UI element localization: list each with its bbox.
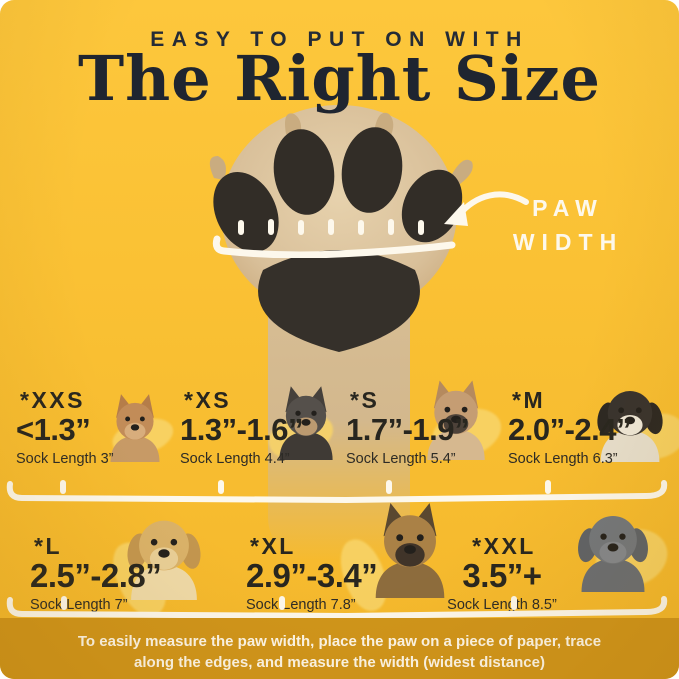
dog-photo-australian-shepherd: [584, 378, 676, 462]
sock-length: Sock Length 4.4”: [180, 451, 290, 467]
arrow-icon: [444, 191, 529, 226]
size-entry-l: *L 2.5”-2.8” Sock Length 7”: [30, 533, 162, 613]
size-range: 1.7”-1.9”: [346, 412, 470, 447]
size-label: *L: [34, 533, 62, 559]
dog-icon: [578, 515, 648, 592]
dog-photo-golden-retriever: [116, 506, 212, 600]
size-label: *XS: [184, 387, 232, 413]
size-entry-xl: *XL 2.9”-3.4” Sock Length 7.8”: [246, 533, 378, 613]
sock-length: Sock Length 7.8”: [246, 597, 356, 613]
dog-photo-great-dane: [566, 502, 660, 592]
divider-ruler-1: [6, 480, 668, 503]
paw-width-ruler: [212, 219, 456, 258]
dog-photo-chihuahua: [96, 392, 174, 462]
size-label: *XXS: [20, 387, 85, 413]
dog-icon: [597, 391, 663, 462]
page-title: The Right Size: [78, 42, 601, 115]
size-label: *XXL: [472, 533, 536, 559]
dog-photo-german-shepherd: [360, 500, 460, 598]
size-label: *M: [512, 387, 546, 413]
size-entry-xs: *XS 1.3”-1.6” Sock Length 4.4”: [180, 387, 304, 467]
sock-length: Sock Length 6.3”: [508, 451, 618, 467]
dog-icon: [279, 386, 333, 460]
size-entry-s: *S 1.7”-1.9” Sock Length 5.4”: [346, 387, 470, 467]
size-range: 2.5”-2.8”: [30, 557, 162, 594]
dog-photo-french-bulldog: [412, 378, 500, 460]
dog-photo-yorkshire-terrier: [264, 384, 348, 460]
header-kicker: EASY TO PUT ON WITH: [150, 28, 529, 51]
paw-width-label: PAW WIDTH: [496, 191, 640, 259]
size-entry-xxl: *XXL 3.5”+ Sock Length 8.5”: [432, 534, 572, 613]
size-range: <1.3”: [16, 412, 91, 447]
dog-icon: [427, 380, 485, 460]
paw-width-label-line1: PAW: [532, 195, 604, 221]
footer-instruction-line1: To easily measure the paw width, place t…: [77, 633, 602, 650]
size-range: 2.9”-3.4”: [246, 557, 378, 594]
dog-icon: [127, 520, 201, 600]
sock-length: Sock Length 3”: [16, 451, 114, 467]
footer-instruction-line2: along the edges, and measure the width (…: [134, 654, 545, 671]
size-range: 2.0”-2.4”: [508, 412, 632, 447]
paw-toe-pads: [213, 127, 463, 252]
sock-length: Sock Length 8.5”: [447, 597, 557, 613]
paw-width-label-line2: WIDTH: [512, 229, 624, 255]
dog-icon: [110, 394, 160, 462]
size-label: *XL: [250, 533, 296, 559]
sock-length: Sock Length 5.4”: [346, 451, 456, 467]
size-entry-m: *M 2.0”-2.4” Sock Length 6.3”: [508, 387, 632, 467]
footer-band: To easily measure the paw width, place t…: [0, 618, 679, 679]
size-range: 1.3”-1.6”: [180, 412, 304, 447]
sock-length: Sock Length 7”: [30, 597, 128, 613]
size-range: 3.5”+: [462, 557, 542, 594]
paw-central-pad: [258, 250, 420, 352]
divider-ruler-2: [6, 596, 668, 619]
size-entry-xxs: *XXS <1.3” Sock Length 3”: [16, 388, 114, 467]
size-label: *S: [350, 387, 380, 413]
dog-icon: [375, 502, 445, 598]
paw-photo: [209, 105, 473, 560]
